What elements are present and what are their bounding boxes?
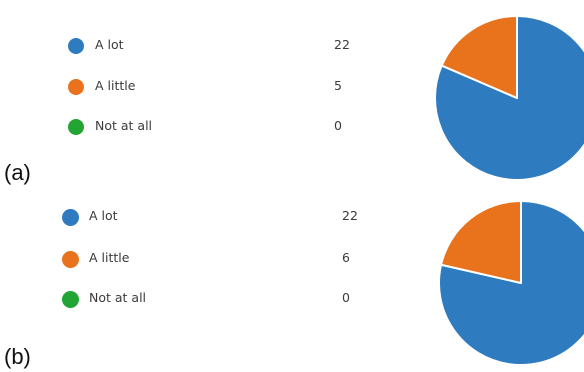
legend-count-not-at-all: 0 [342,290,350,305]
legend-item-a-little: A little 6 [62,248,372,270]
legend-label-a-lot: A lot [89,208,118,223]
legend-count-a-lot: 22 [334,37,350,52]
legend-label-a-little: A little [95,78,136,93]
legend-swatch-not-at-all [62,291,79,308]
legend-swatch-not-at-all [68,119,84,135]
legend-item-a-lot: A lot 22 [62,206,372,228]
panel-label-b: (b) [4,344,31,369]
legend-label-a-lot: A lot [95,37,124,52]
chart-panel-b: A lot 22 A little 6 Not at all 0 (b) [0,186,584,372]
legend-swatch-a-little [68,79,84,95]
pie-chart-b [438,200,584,366]
pie-slice-a-lot [434,15,584,181]
panel-label-a: (a) [4,160,31,185]
legend-count-a-little: 5 [334,78,342,93]
pie-slice-a-little [440,200,522,284]
legend-label-a-little: A little [89,250,130,265]
pie-slice-a-lot [438,200,584,366]
legend-count-not-at-all: 0 [334,118,342,133]
chart-panel-a: A lot 22 A little 5 Not at all 0 (a) [4,15,584,185]
legend-swatch-a-little [62,251,79,268]
legend-count-a-little: 6 [342,250,350,265]
legend-item-not-at-all: Not at all 0 [62,288,372,310]
legend-item-a-lot: A lot 22 [68,35,368,57]
legend-label-not-at-all: Not at all [89,290,147,305]
legend-label-not-at-all: Not at all [95,118,153,133]
legend-count-a-lot: 22 [342,208,358,223]
pie-chart-a [434,15,584,181]
legend-swatch-a-lot [62,209,79,226]
pie-slice-a-little [440,15,518,99]
legend-swatch-a-lot [68,38,84,54]
legend-item-a-little: A little 5 [68,76,368,98]
legend-item-not-at-all: Not at all 0 [68,116,368,138]
